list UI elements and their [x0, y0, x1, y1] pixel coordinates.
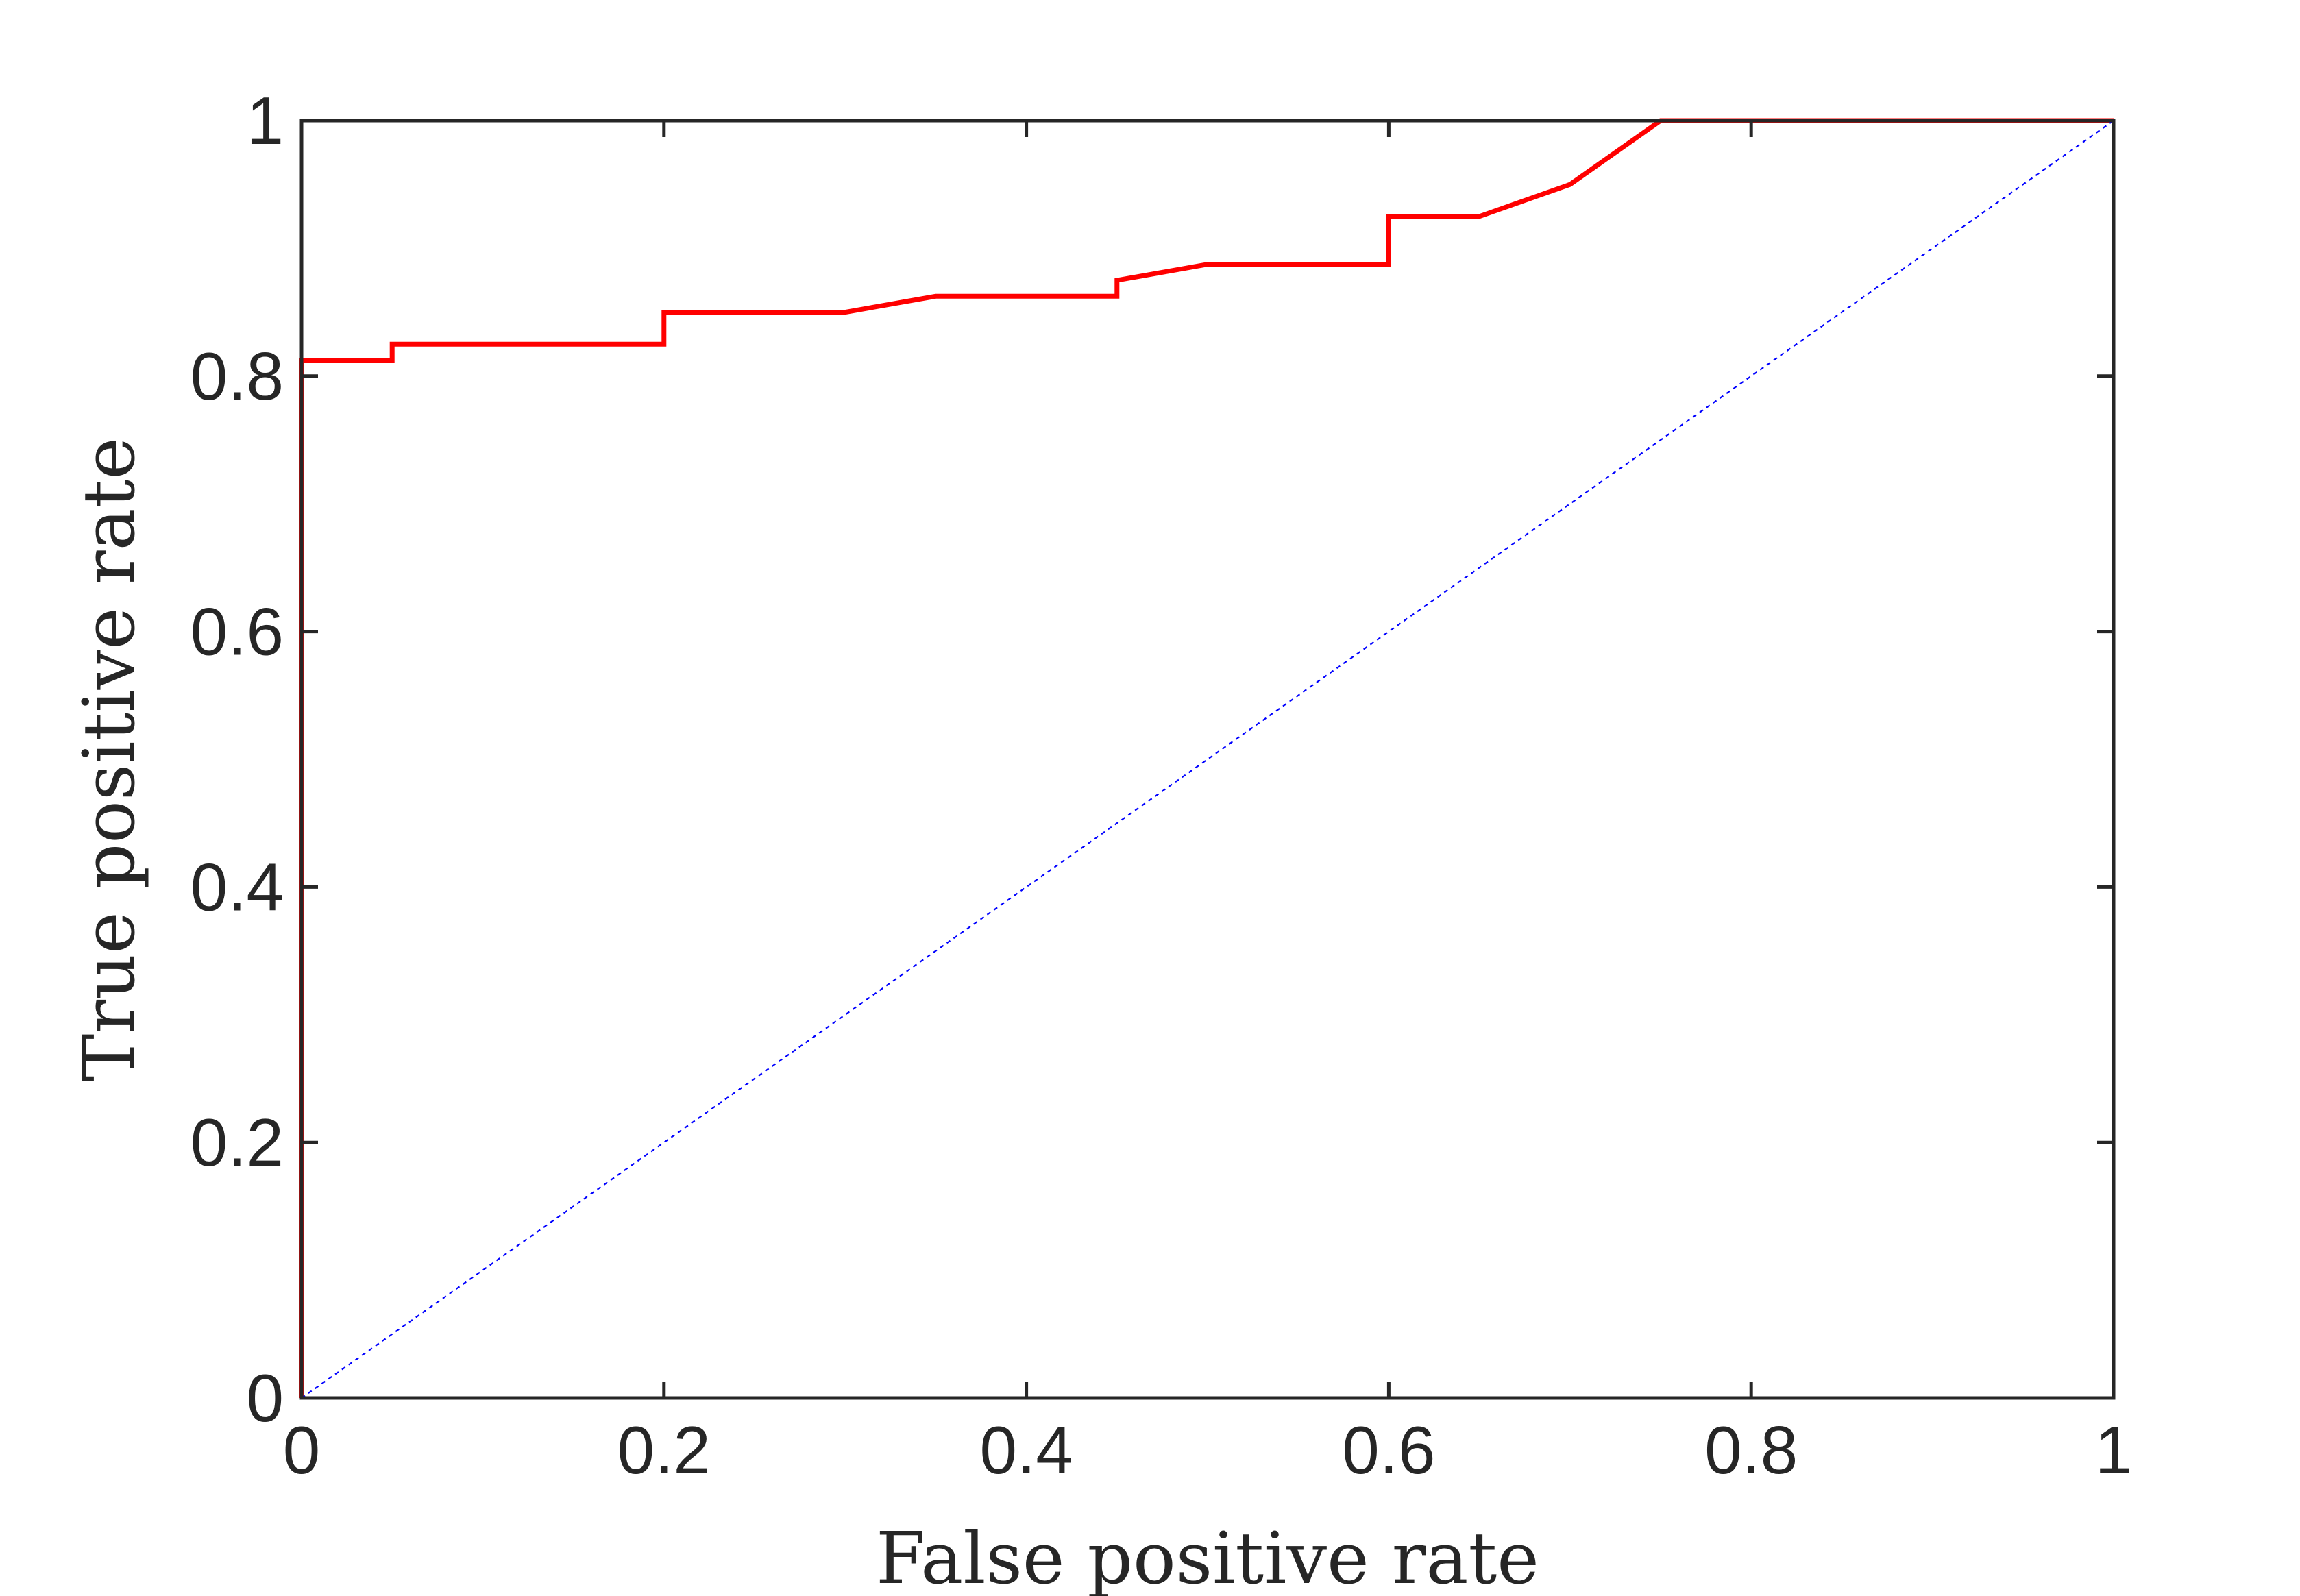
- y-tick-label: 0.6: [191, 594, 284, 670]
- x-tick-label: 0.6: [1342, 1412, 1435, 1488]
- y-axis-title: True positive rate: [67, 437, 151, 1081]
- x-tick-label: 0: [283, 1412, 321, 1488]
- x-tick-label: 1: [2095, 1412, 2133, 1488]
- y-tick-label: 1: [246, 83, 284, 158]
- series-layer: [299, 118, 2114, 1399]
- y-tick-label: 0.4: [191, 849, 284, 924]
- x-tick-label: 0.2: [617, 1412, 711, 1488]
- roc-curve-line: [299, 118, 2114, 1398]
- x-tick-labels: 0 0.2 0.4 0.6 0.8 1: [283, 1412, 2133, 1488]
- y-tick-labels: 0 0.2 0.4 0.6 0.8 1: [191, 83, 284, 1436]
- plot-frame: [299, 119, 2116, 1400]
- x-tick-label: 0.8: [1704, 1412, 1798, 1488]
- plot-area: [302, 121, 2114, 1398]
- x-axis-title: False positive rate: [876, 1517, 1539, 1596]
- y-tick-label: 0.2: [191, 1105, 284, 1180]
- y-tick-label: 0: [246, 1360, 284, 1436]
- y-tick-label: 0.8: [191, 339, 284, 414]
- x-tick-label: 0.4: [979, 1412, 1073, 1488]
